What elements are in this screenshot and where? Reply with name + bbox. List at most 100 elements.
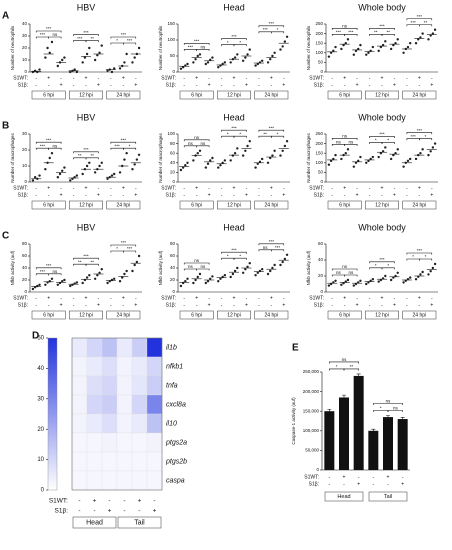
- time-label: 24 hpi: [117, 92, 131, 98]
- sig-label: **: [374, 30, 378, 35]
- y-tick-label: 0: [172, 69, 175, 74]
- data-point: [241, 271, 245, 274]
- y-tick-label: 200,000: [303, 389, 320, 394]
- time-label: 24 hpi: [413, 202, 427, 208]
- condition-sign: -: [381, 82, 383, 88]
- data-point: [231, 154, 235, 157]
- sig-label: *: [239, 253, 241, 258]
- sig-label: ***: [269, 21, 275, 26]
- heatmap-cell: [86, 413, 103, 434]
- heatmap-cell: [101, 451, 118, 472]
- sig-label: ns: [201, 141, 207, 146]
- time-box: [69, 310, 103, 320]
- sig-label: ns: [201, 45, 207, 50]
- sig-bracket: [221, 129, 247, 132]
- sig-bracket: [406, 18, 433, 21]
- condition-sign: -: [406, 295, 408, 301]
- time-box: [365, 310, 399, 320]
- data-point: [283, 40, 287, 43]
- data-point: [396, 38, 399, 41]
- data-point: [58, 172, 62, 176]
- sig-label: ns: [188, 264, 194, 269]
- condition-sign: -: [369, 295, 371, 301]
- condition-sign: -: [98, 75, 100, 81]
- panel-letter: C: [2, 231, 9, 242]
- data-point: [419, 36, 422, 39]
- y-tick-label: 50: [170, 53, 176, 58]
- condition-sign: +: [356, 192, 359, 198]
- group-box: [117, 516, 162, 529]
- data-point: [194, 58, 197, 61]
- time-box: [69, 200, 103, 210]
- time-box: [254, 200, 289, 210]
- condition-sign: -: [406, 192, 408, 198]
- condition-label: S1WT:: [161, 185, 176, 191]
- data-point: [131, 269, 134, 273]
- heatmap-cell: [116, 375, 133, 396]
- sig-label: *: [375, 263, 377, 268]
- condition-sign: -: [183, 185, 185, 191]
- y-tick-label: 60: [170, 150, 176, 155]
- sig-bracket: [381, 142, 395, 144]
- condition-sign: -: [270, 192, 272, 198]
- sig-bracket: [73, 34, 99, 37]
- panel-title: Whole body: [358, 222, 406, 232]
- condition-sign: +: [430, 302, 433, 308]
- heatmap-cell: [71, 470, 88, 491]
- sig-label: ns: [263, 245, 269, 250]
- sig-bracket: [369, 267, 383, 270]
- data-point: [396, 271, 399, 274]
- sig-bracket: [271, 31, 285, 34]
- sig-bracket: [110, 147, 124, 150]
- sig-bracket: [73, 263, 87, 266]
- data-point: [181, 166, 185, 169]
- data-point: [381, 43, 385, 47]
- sig-label: ***: [410, 134, 416, 139]
- data-point: [329, 159, 333, 163]
- condition-sign: -: [406, 185, 408, 191]
- time-box: [106, 310, 141, 320]
- y-tick-label: 40: [170, 160, 176, 165]
- condition-sign: -: [110, 75, 112, 81]
- condition-label: S1β:: [18, 302, 28, 308]
- sig-bracket: [258, 243, 285, 246]
- heatmap-cell: [116, 451, 133, 472]
- gene-label: il10: [166, 420, 177, 427]
- data-point: [236, 266, 239, 270]
- data-point: [414, 42, 418, 45]
- condition-sign: +: [282, 302, 285, 308]
- data-point: [184, 280, 187, 283]
- condition-sign: -: [221, 295, 223, 301]
- group-box: [72, 516, 117, 529]
- gene-label: nfkb1: [166, 363, 183, 370]
- condition-sign: -: [369, 302, 371, 308]
- data-point: [112, 277, 116, 280]
- condition-sign: -: [246, 75, 248, 81]
- data-point: [106, 69, 109, 73]
- condition-sign: +: [381, 185, 384, 191]
- time-label: 6 hpi: [191, 202, 202, 208]
- sig-bracket: [196, 49, 210, 51]
- condition-sign: -: [183, 302, 185, 308]
- sig-bracket: [406, 258, 420, 261]
- data-point: [56, 283, 60, 286]
- sig-bracket: [35, 273, 49, 276]
- condition-sign: +: [93, 498, 97, 505]
- data-point: [61, 280, 64, 283]
- data-point: [44, 56, 47, 59]
- sig-label: ns: [386, 399, 392, 404]
- heatmap-cell: [131, 451, 148, 472]
- sig-bracket: [387, 410, 403, 413]
- y-tick-label: 0: [24, 179, 27, 184]
- sig-label: ***: [231, 247, 237, 252]
- condition-sign: -: [356, 185, 358, 191]
- data-point: [248, 140, 251, 143]
- data-point: [340, 47, 343, 51]
- data-point: [365, 161, 368, 164]
- data-point: [223, 274, 227, 277]
- time-box: [402, 90, 437, 100]
- sig-label: **: [78, 153, 82, 158]
- data-point: [211, 275, 214, 278]
- heatmap-cell: [131, 337, 148, 358]
- condition-label: S1β:: [55, 508, 69, 515]
